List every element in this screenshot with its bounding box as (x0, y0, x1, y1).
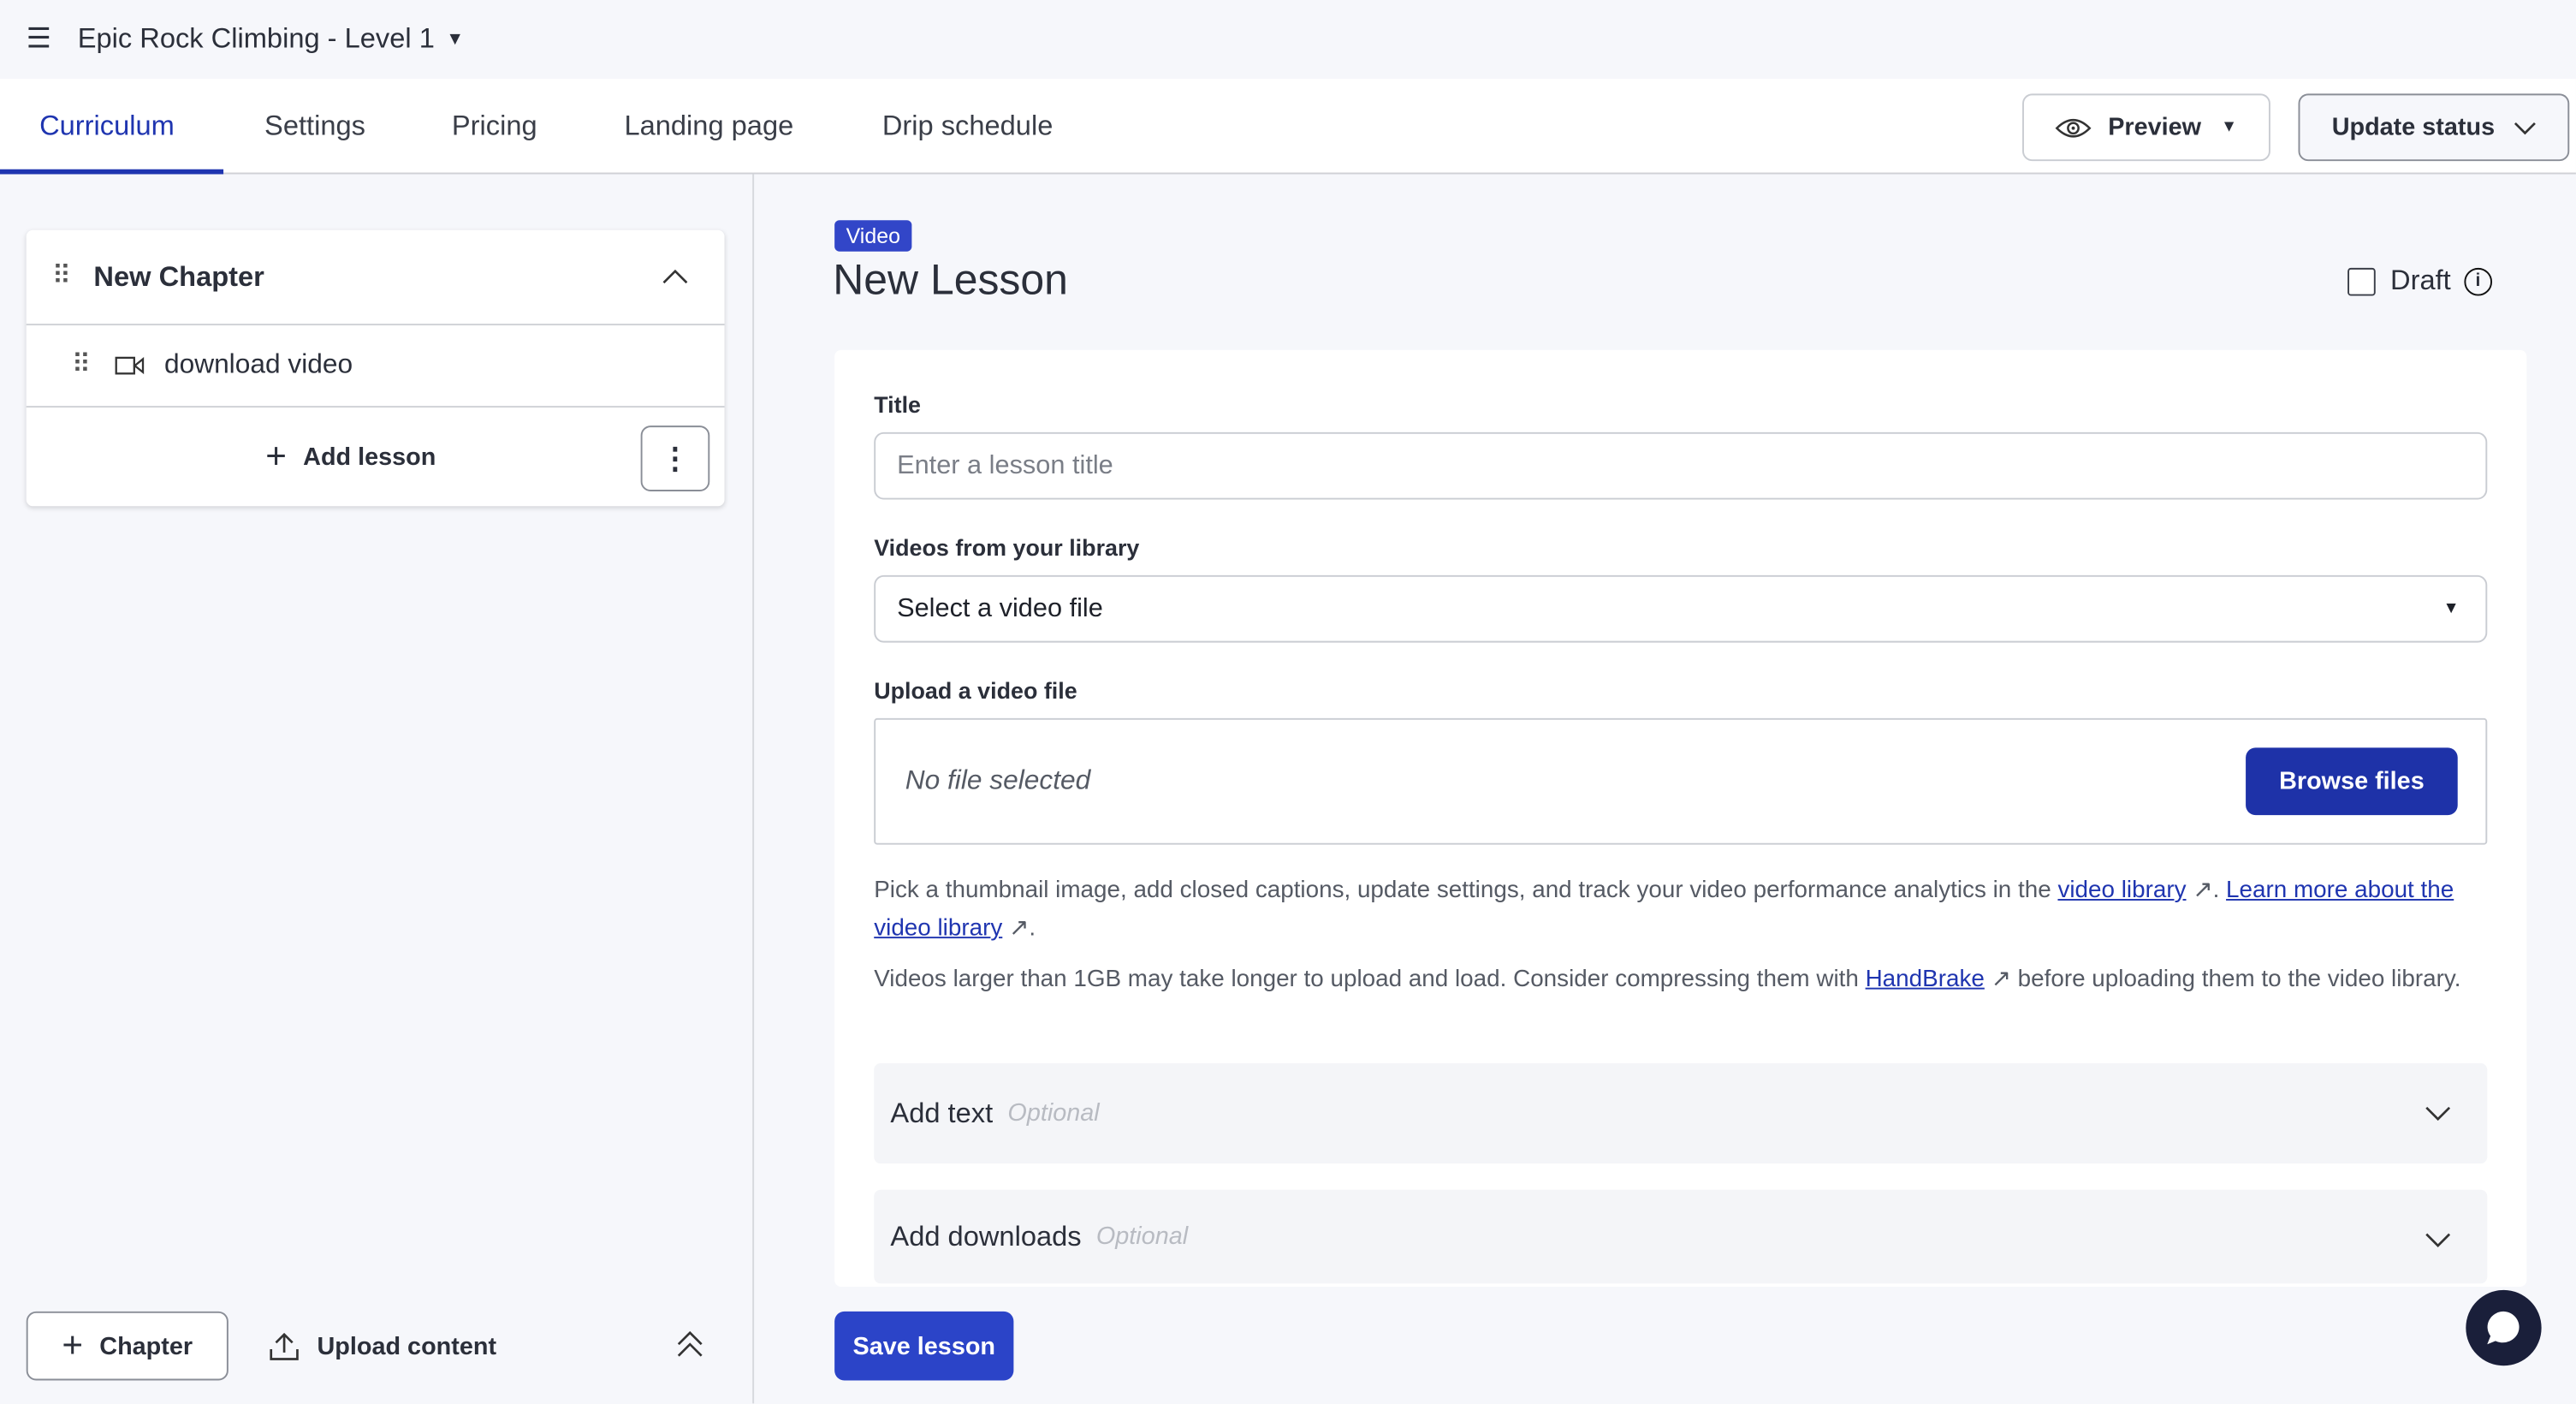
plus-icon: + (265, 435, 287, 477)
chat-button[interactable] (2466, 1289, 2542, 1366)
draft-label[interactable]: Draft (2390, 265, 2451, 296)
caret-down-icon: ▼ (2442, 599, 2460, 618)
drag-handle-icon[interactable]: ⠿ (51, 262, 71, 290)
preview-button[interactable]: Preview ▼ (2022, 93, 2270, 162)
upload-label: Upload a video file (874, 676, 1077, 704)
video-library-select[interactable]: Select a video file ▼ (874, 574, 2488, 643)
library-help-text: Pick a thumbnail image, add closed capti… (874, 878, 2454, 942)
top-bar: ☰ Epic Rock Climbing - Level 1 ▼ (0, 0, 2576, 79)
file-upload-dropzone[interactable]: No file selected Browse files (874, 717, 2488, 845)
title-input[interactable]: Enter a lesson title (874, 431, 2488, 500)
video-library-value: Select a video file (897, 593, 1103, 622)
course-title[interactable]: Epic Rock Climbing - Level 1 (77, 22, 435, 55)
chevron-down-icon (2425, 1106, 2451, 1121)
video-library-link[interactable]: video library (2057, 878, 2187, 904)
caret-down-icon[interactable]: ▼ (446, 29, 465, 50)
draft-toggle: Draft i (2347, 265, 2492, 297)
handbrake-link[interactable]: HandBrake (1865, 966, 1985, 993)
size-help-text: Videos larger than 1GB may take longer t… (874, 966, 2461, 993)
lesson-heading: New Lesson (833, 254, 1068, 305)
tab-settings[interactable]: Settings (264, 110, 365, 142)
lesson-item[interactable]: ⠿ download video (26, 325, 725, 408)
chapter-title: New Chapter (93, 260, 264, 292)
chapter-card: ⠿ New Chapter ⠿ download video + Add les… (26, 229, 725, 507)
draft-checkbox[interactable] (2347, 266, 2376, 295)
add-chapter-button[interactable]: + Chapter (26, 1311, 229, 1381)
tab-drip-schedule[interactable]: Drip schedule (881, 110, 1054, 142)
chevron-up-icon[interactable] (662, 269, 689, 284)
help-text: Videos larger than 1GB may take longer t… (874, 966, 1866, 993)
update-status-label: Update status (2331, 113, 2496, 142)
add-downloads-label: Add downloads (890, 1220, 1082, 1252)
tab-curriculum[interactable]: Curriculum (0, 79, 224, 175)
help-text: . (2212, 878, 2227, 904)
lesson-type-badge: Video (834, 220, 912, 252)
save-lesson-button[interactable]: Save lesson (834, 1311, 1014, 1381)
add-lesson-row: + Add lesson ⋮ (27, 408, 725, 506)
video-camera-icon (115, 356, 145, 375)
optional-label: Optional (1095, 1223, 1189, 1251)
update-status-button[interactable]: Update status (2298, 93, 2570, 162)
panel-divider (752, 174, 755, 1404)
help-text: before uploading them to the video libra… (2010, 966, 2461, 993)
chevron-down-icon (2514, 122, 2536, 134)
drag-handle-icon[interactable]: ⠿ (71, 350, 91, 379)
upload-icon (270, 1331, 299, 1359)
chapter-header[interactable]: ⠿ New Chapter (26, 230, 725, 326)
chat-bubble-icon (2487, 1311, 2520, 1345)
library-label: Videos from your library (874, 533, 1140, 561)
chevron-down-icon (2425, 1233, 2451, 1247)
optional-label: Optional (1007, 1099, 1100, 1127)
add-text-label: Add text (890, 1097, 994, 1128)
plus-icon: + (62, 1324, 84, 1366)
title-label: Title (874, 390, 921, 418)
info-icon[interactable]: i (2464, 266, 2492, 295)
help-text: Pick a thumbnail image, add closed capti… (874, 878, 2058, 904)
tab-landing-page[interactable]: Landing page (624, 110, 794, 142)
help-text: . (1029, 915, 1036, 942)
eye-icon (2055, 117, 2092, 137)
tab-pricing[interactable]: Pricing (451, 110, 537, 142)
add-lesson-button[interactable]: + Add lesson (265, 436, 436, 479)
lesson-title: download video (163, 349, 353, 380)
add-text-accordion[interactable]: Add text Optional (874, 1062, 2488, 1164)
no-file-text: No file selected (905, 765, 1091, 796)
upload-content-button[interactable]: Upload content (270, 1312, 496, 1381)
add-downloads-accordion[interactable]: Add downloads Optional (874, 1189, 2488, 1284)
tab-bar: Curriculum Settings Pricing Landing page… (0, 79, 2576, 175)
preview-label: Preview (2108, 113, 2202, 142)
double-chevron-up-icon[interactable] (677, 1330, 703, 1358)
upload-content-label: Upload content (317, 1331, 497, 1360)
more-options-button[interactable]: ⋮ (640, 425, 710, 491)
caret-down-icon: ▼ (2221, 118, 2238, 137)
add-lesson-label: Add lesson (303, 443, 436, 471)
add-chapter-label: Chapter (99, 1331, 193, 1360)
browse-files-button[interactable]: Browse files (2246, 747, 2458, 816)
hamburger-icon[interactable]: ☰ (26, 22, 51, 55)
learn-more-link[interactable]: Learn more about the video library (874, 878, 2454, 942)
